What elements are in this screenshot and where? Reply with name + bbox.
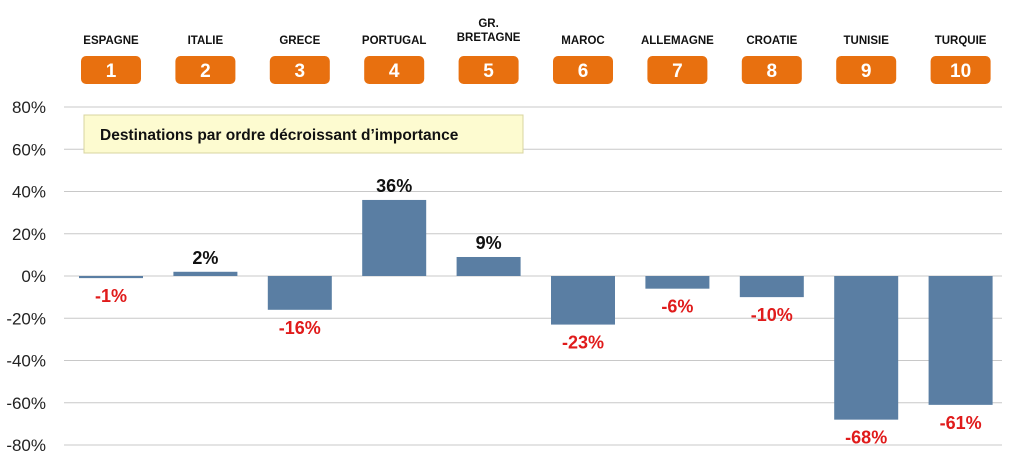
value-label: 9%: [476, 233, 502, 253]
value-label: -61%: [940, 413, 982, 433]
rank-badge: [175, 56, 236, 84]
bar: [173, 271, 238, 276]
rank-badge: [458, 56, 519, 84]
country-label: ITALIE: [188, 35, 224, 47]
rank-number: 3: [295, 61, 306, 82]
rank-badge: [269, 56, 330, 84]
value-labels: -1% 2% -16% 36% 9% -23% -6% -10% -68% -61%: [95, 176, 982, 448]
rank-badge: [930, 56, 991, 84]
bar: [456, 256, 521, 276]
value-label: -16%: [279, 318, 321, 338]
rank-number: 2: [200, 61, 211, 82]
bar: [551, 276, 615, 325]
country-label: PORTUGAL: [362, 35, 427, 47]
country-label: MAROC: [561, 35, 604, 47]
bar: [928, 276, 993, 405]
y-tick-label: 40%: [12, 183, 46, 202]
y-axis: 80% 60% 40% 20% 0% -20% -40% -60% -80%: [6, 98, 46, 455]
value-label: 2%: [192, 248, 218, 268]
rank-badge: [836, 56, 897, 84]
value-label: -1%: [95, 286, 127, 306]
value-label: -23%: [562, 333, 604, 353]
country-label: TURQUIE: [935, 35, 987, 47]
bar: [79, 276, 143, 279]
y-tick-label: 60%: [12, 140, 46, 159]
y-tick-label: 20%: [12, 225, 46, 244]
rank-badge: [81, 56, 141, 84]
country-label: CROATIE: [746, 35, 797, 47]
rank-number: 5: [483, 61, 494, 82]
y-tick-label: -60%: [6, 394, 46, 413]
y-tick-label: -40%: [6, 352, 46, 371]
rank-number: 10: [950, 61, 971, 82]
bar: [362, 199, 427, 276]
rank-badge: [741, 56, 802, 84]
rank-badge: [647, 56, 708, 84]
y-tick-label: 0%: [21, 267, 46, 286]
bars: [79, 199, 993, 420]
rank-number: 6: [578, 61, 589, 82]
rank-badge: [553, 56, 613, 84]
y-tick-label: -20%: [6, 309, 46, 328]
value-label: -10%: [751, 305, 793, 325]
rank-number: 4: [389, 61, 400, 82]
bar: [645, 276, 710, 289]
value-label: 36%: [376, 176, 412, 196]
y-tick-label: -80%: [6, 436, 46, 455]
rank-number: 9: [861, 61, 872, 82]
annotation-text: Destinations par ordre décroissant d’imp…: [100, 127, 459, 144]
annotation-box-background: [83, 114, 524, 154]
country-label: ALLEMAGNE: [641, 35, 714, 47]
country-label: ESPAGNE: [83, 35, 139, 47]
value-label: -6%: [661, 297, 693, 317]
annotation-box: Destinations par ordre décroissant d’imp…: [83, 114, 524, 154]
value-label: -68%: [845, 428, 887, 448]
rank-number: 8: [767, 61, 778, 82]
bar: [739, 276, 804, 298]
country-label: GR. BRETAGNE: [457, 18, 521, 44]
bar: [267, 276, 332, 310]
y-tick-label: 80%: [12, 98, 46, 117]
country-label: GRECE: [279, 35, 320, 47]
rank-number: 7: [672, 61, 683, 82]
bar: [834, 276, 899, 420]
rank-number: 1: [106, 61, 117, 82]
category-header: ESPAGNE 1 ITALIE 2 GRECE 3 PORTUGAL 4 GR. BRETAGN…: [81, 18, 991, 84]
country-label: TUNISIE: [844, 35, 890, 47]
rank-badge: [364, 56, 425, 84]
